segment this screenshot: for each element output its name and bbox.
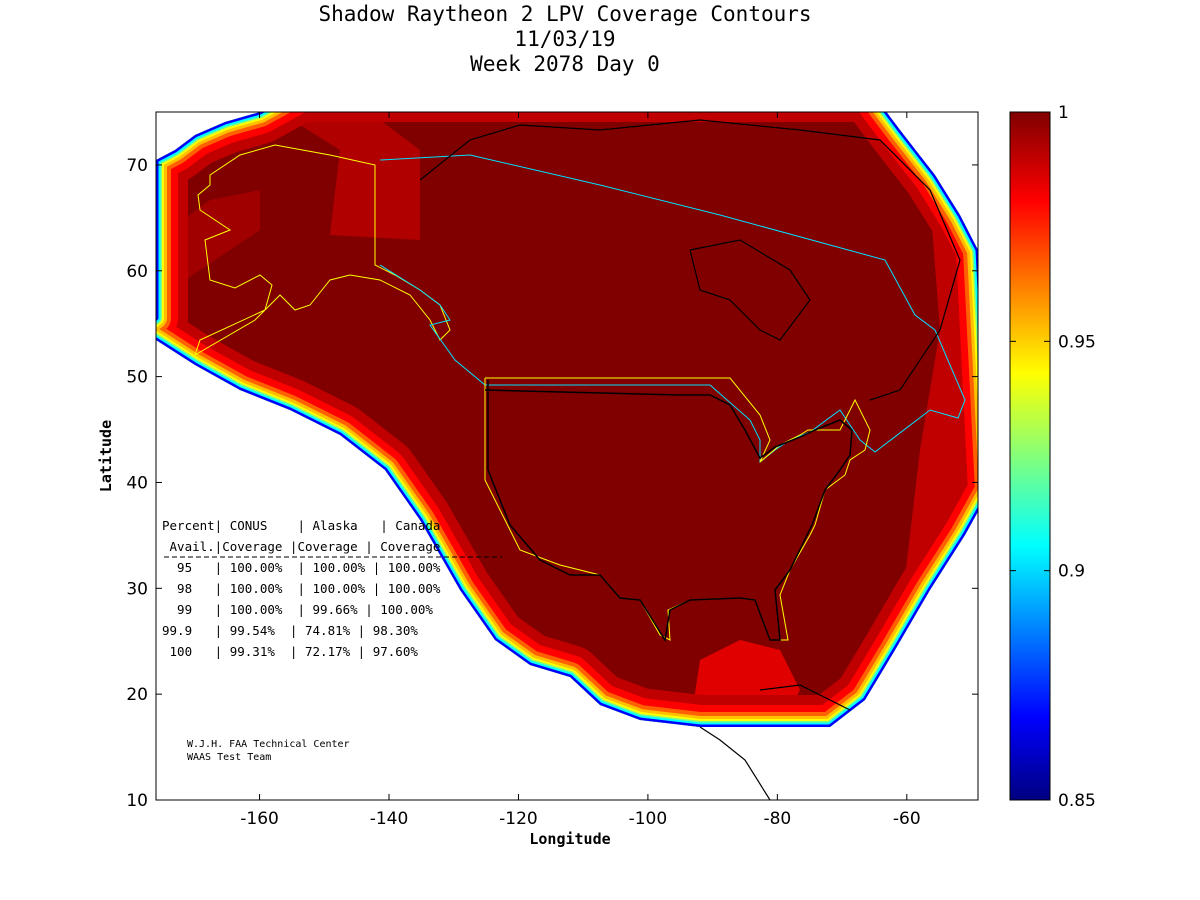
chart-date: 11/03/19	[514, 27, 616, 51]
chart-title: Shadow Raytheon 2 LPV Coverage Contours	[318, 2, 812, 26]
y-tick-label: 10	[126, 791, 148, 811]
chart-week: Week 2078 Day 0	[470, 52, 660, 76]
table-row: 100 | 99.31% | 72.17% | 97.60%	[162, 644, 418, 659]
x-tick-label: -60	[893, 809, 921, 829]
plot-frame	[155, 111, 979, 801]
table-row: 98 | 100.00% | 100.00% | 100.00%	[162, 581, 441, 596]
x-tick-label: -80	[763, 809, 791, 829]
x-tick-label: -160	[240, 809, 279, 829]
coverage-fill	[156, 112, 978, 727]
y-tick-label: 20	[126, 685, 148, 705]
colorbar-tick-label: 0.85	[1058, 791, 1096, 811]
central-america-coastline	[699, 726, 771, 800]
y-tick-label: 60	[126, 262, 148, 282]
table-row: 99 | 100.00% | 99.66% | 100.00%	[162, 602, 433, 617]
table-row: 99.9 | 99.54% | 74.81% | 98.30%	[162, 623, 418, 638]
alaska-boundary	[194, 144, 451, 356]
y-tick-label: 70	[126, 156, 148, 176]
canada-coastline	[419, 119, 961, 401]
y-tick-label: 50	[126, 368, 148, 388]
map-area	[156, 112, 978, 800]
colorbar-ticks: 1 0.95 0.9 0.85	[1010, 103, 1096, 811]
conus-coastline	[484, 380, 853, 643]
hudson-bay-coastline	[689, 239, 811, 341]
coverage-zone-alaska	[156, 120, 420, 240]
credit-line-1: W.J.H. FAA Technical Center	[187, 739, 350, 750]
table-header-2: Avail.|Coverage |Coverage | Coverage	[162, 539, 440, 554]
colorbar-tick-label: 1	[1058, 103, 1069, 123]
colorbar	[1009, 111, 1051, 801]
table-header-1: Percent| CONUS | Alaska | Canada	[162, 518, 440, 533]
table-row: 95 | 100.00% | 100.00% | 100.00%	[162, 560, 441, 575]
x-tick-label: -100	[629, 809, 668, 829]
region-outlines	[194, 119, 966, 800]
x-axis-label: Longitude	[529, 830, 610, 848]
cuba-coastline	[759, 684, 851, 711]
x-tick-label: -120	[499, 809, 538, 829]
credit-line-2: WAAS Test Team	[187, 752, 271, 763]
coverage-table: Percent| CONUS | Alaska | Canada Avail.|…	[162, 518, 502, 659]
colorbar-tick-label: 0.95	[1058, 332, 1096, 352]
coverage-contours	[156, 112, 978, 727]
y-tick-label: 30	[126, 579, 148, 599]
x-tick-label: -140	[370, 809, 409, 829]
y-axis-label: Latitude	[97, 420, 115, 492]
y-tick-label: 40	[126, 473, 148, 493]
colorbar-tick-label: 0.9	[1058, 562, 1085, 582]
coverage-contour-band	[156, 112, 978, 727]
